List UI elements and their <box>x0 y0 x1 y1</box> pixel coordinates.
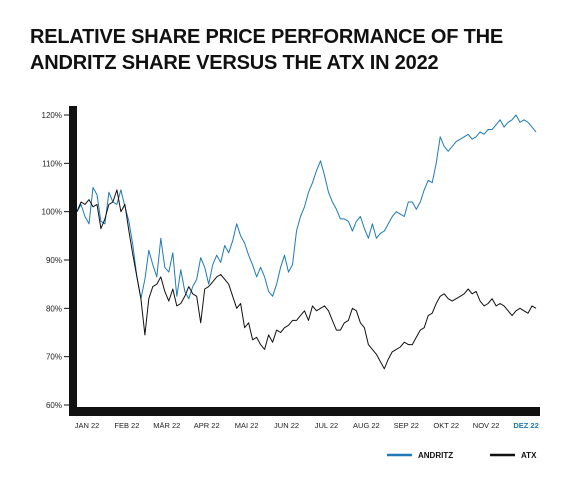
x-tick-label: JUL 22 <box>315 421 339 430</box>
series-line-atx <box>76 189 537 370</box>
y-ticks: 60% 70% 80% 90% 100% 110% 120% <box>42 111 69 410</box>
x-tick-label: APR 22 <box>194 421 220 430</box>
x-axis-line <box>69 407 540 416</box>
y-tick-label: 90% <box>46 256 62 265</box>
chart-title-line-2: ANDRITZ SHARE VERSUS THE ATX IN 2022 <box>30 52 439 74</box>
x-ticks: JAN 22 FEB 22 MÄR 22 APR 22 MAI 22 JUN 22 JUL … <box>75 421 539 430</box>
x-tick-label: JUN 22 <box>274 421 299 430</box>
legend: ANDRITZ ATX <box>387 451 537 460</box>
x-tick-label: OKT 22 <box>433 421 459 430</box>
x-tick-label: NOV 22 <box>473 421 500 430</box>
x-tick-label: DEZ 22 <box>513 421 538 430</box>
y-tick-label: 120% <box>42 111 62 120</box>
y-axis-line <box>69 106 77 416</box>
legend-label-andritz: ANDRITZ <box>418 451 453 460</box>
y-tick-label: 80% <box>46 304 62 313</box>
y-tick-label: 60% <box>46 401 62 410</box>
x-tick-label: JAN 22 <box>75 421 100 430</box>
y-tick-label: 110% <box>42 159 62 168</box>
x-tick-label: AUG 22 <box>353 421 380 430</box>
series-layer <box>76 114 537 370</box>
axes-layer <box>69 106 540 416</box>
x-tick-label: MAI 22 <box>235 421 259 430</box>
legend-label-atx: ATX <box>521 451 537 460</box>
y-tick-label: 70% <box>46 353 62 362</box>
series-line-andritz <box>76 114 537 300</box>
chart-title: RELATIVE SHARE PRICE PERFORMANCE OF THE … <box>30 24 550 76</box>
x-tick-label: MÄR 22 <box>153 421 180 430</box>
x-tick-label: SEP 22 <box>394 421 419 430</box>
chart-title-line-1: RELATIVE SHARE PRICE PERFORMANCE OF THE <box>30 26 503 48</box>
x-tick-label: FEB 22 <box>114 421 139 430</box>
y-tick-label: 100% <box>42 208 62 217</box>
